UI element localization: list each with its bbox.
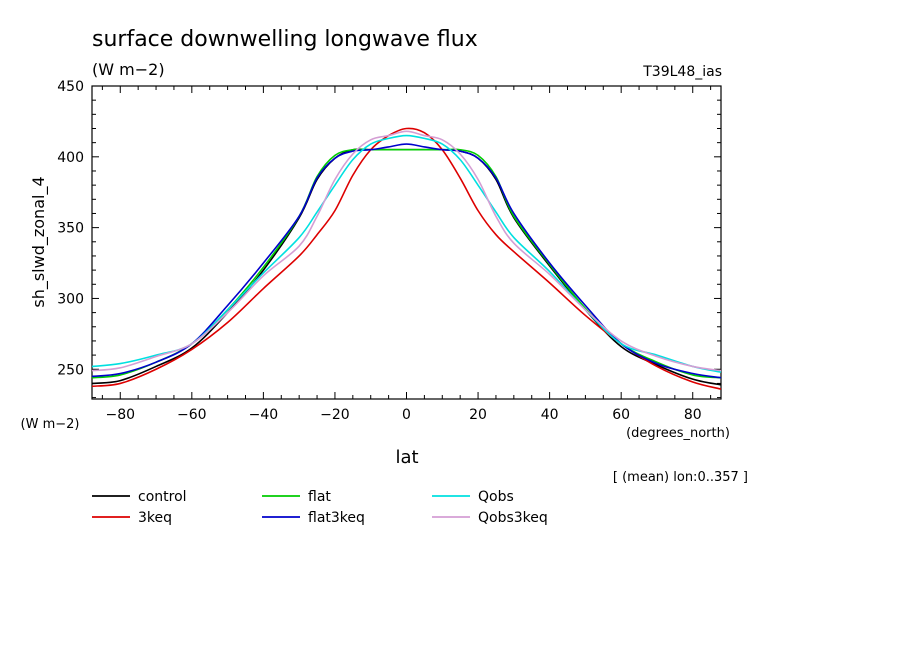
experiment-label: T39L48_ias	[642, 64, 722, 80]
x-tick-label: −60	[177, 407, 207, 423]
legend-label-3keq: 3keq	[138, 510, 172, 526]
series-line-qobs	[91, 134, 722, 373]
y-axis-label: sh_slwd_zonal_4	[29, 176, 49, 307]
legend-label-control: control	[138, 489, 187, 505]
x-tick-label: −40	[249, 407, 279, 423]
series-line-flat3keq	[91, 143, 722, 379]
series-line-qobs3keq	[91, 130, 722, 372]
y-tick-label: 300	[57, 291, 84, 307]
legend-label-flat: flat	[308, 489, 331, 505]
series-line-control	[91, 148, 722, 386]
axis-ticks	[92, 85, 721, 399]
legend: control flat Qobs3keq flat3keq Qobs3keq	[92, 489, 548, 526]
x-tick-label: 40	[541, 407, 559, 423]
units-label: (W m−2)	[92, 60, 165, 79]
x-units-label: (degrees_north)	[626, 426, 730, 441]
legend-label-qobs3keq: Qobs3keq	[478, 510, 548, 526]
x-tick-label: 20	[469, 407, 487, 423]
y-tick-label: 450	[57, 79, 84, 95]
y-tick-label: 350	[57, 221, 84, 237]
legend-label-flat3keq: flat3keq	[308, 510, 365, 526]
x-tick-label: 60	[612, 407, 630, 423]
x-tick-label: −80	[105, 407, 135, 423]
mean-note: [ (mean) lon:0..357 ]	[613, 470, 748, 485]
y-tick-label: 400	[57, 150, 84, 166]
y-tick-label: 250	[57, 362, 84, 378]
series-line-3keq	[91, 127, 722, 390]
chart-title: surface downwelling longwave flux	[92, 27, 478, 52]
legend-label-qobs: Qobs	[478, 489, 514, 505]
tick-labels: −80 −60 −40 −20 0 20 40 60 80 250 300 350 400 450	[57, 79, 701, 423]
x-axis-label: lat	[395, 447, 418, 468]
x-tick-label: −20	[320, 407, 350, 423]
series-lines	[91, 127, 722, 390]
x-tick-label: 80	[684, 407, 702, 423]
y-units-label: (W m−2)	[21, 417, 80, 432]
x-tick-label: 0	[402, 407, 411, 423]
